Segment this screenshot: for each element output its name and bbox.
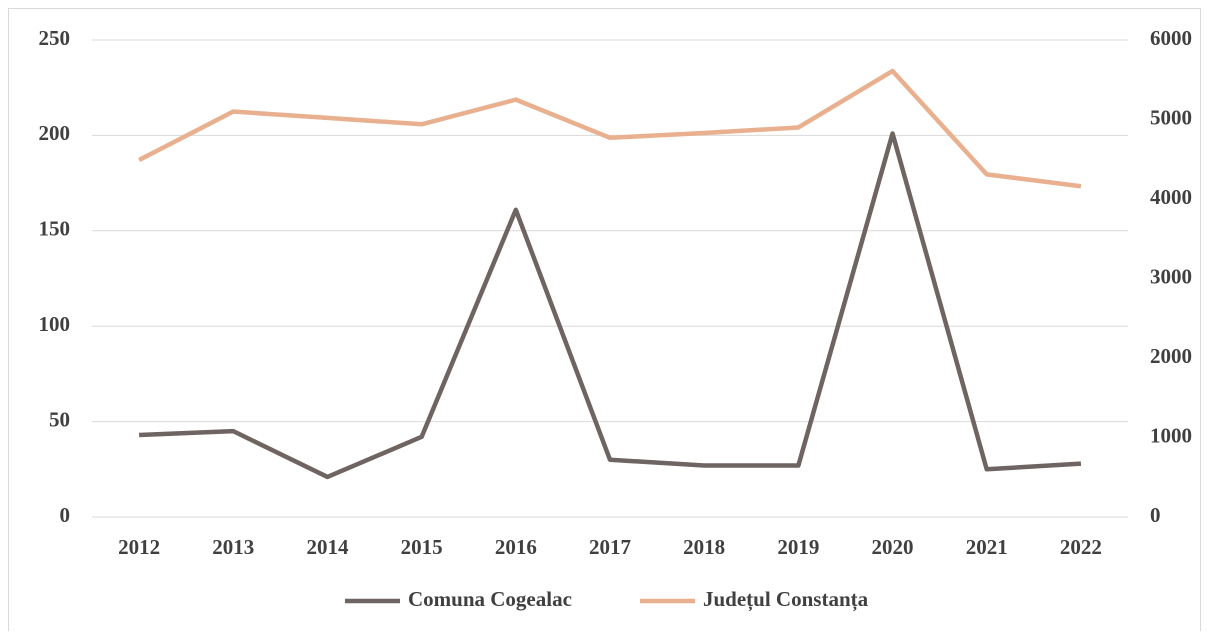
y2-tick-label: 3000: [1150, 264, 1192, 288]
x-tick-label: 2017: [589, 535, 631, 559]
x-tick-label: 2021: [966, 535, 1008, 559]
x-tick-label: 2013: [212, 535, 254, 559]
x-tick-label: 2018: [683, 535, 725, 559]
y-tick-label: 50: [49, 407, 70, 431]
x-tick-label: 2015: [401, 535, 443, 559]
series-line: [138, 68, 1082, 189]
y-tick-label: 100: [39, 312, 71, 336]
series-line: [138, 131, 1082, 480]
y2-tick-label: 4000: [1150, 185, 1192, 209]
x-tick-label: 2014: [306, 535, 349, 559]
y2-tick-label: 5000: [1150, 105, 1192, 129]
legend-label: Comuna Cogealac: [408, 587, 572, 611]
y2-tick-label: 6000: [1150, 26, 1192, 50]
x-tick-label: 2012: [118, 535, 160, 559]
y2-tick-label: 1000: [1150, 423, 1192, 447]
y-tick-label: 200: [39, 121, 71, 145]
legend-label: Județul Constanța: [703, 587, 869, 612]
x-tick-label: 2022: [1060, 535, 1102, 559]
y2-tick-label: 2000: [1150, 344, 1192, 368]
y-tick-label: 0: [60, 503, 71, 527]
y-tick-label: 250: [39, 26, 71, 50]
chart-border: [8, 8, 1201, 636]
x-tick-label: 2019: [777, 535, 819, 559]
y-tick-label: 150: [39, 217, 71, 241]
x-tick-label: 2016: [495, 535, 537, 559]
y2-tick-label: 0: [1150, 503, 1161, 527]
x-tick-label: 2020: [872, 535, 914, 559]
